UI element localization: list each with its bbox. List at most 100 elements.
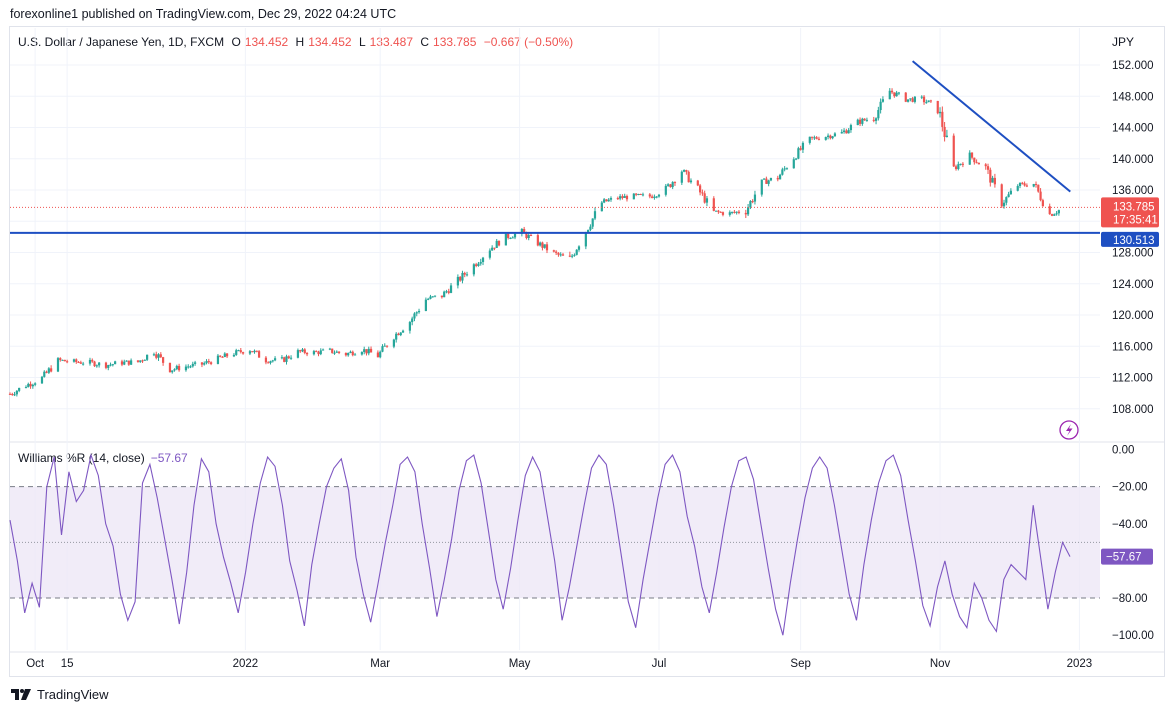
candle-body bbox=[589, 226, 592, 230]
candle-body bbox=[248, 351, 252, 354]
candle-body bbox=[520, 228, 523, 234]
candle-body bbox=[847, 130, 850, 134]
williams-band bbox=[10, 486, 1100, 599]
candle-body bbox=[125, 360, 128, 362]
candle-body bbox=[653, 196, 656, 198]
candle-body bbox=[699, 185, 702, 193]
candle-body bbox=[571, 255, 574, 257]
candle-body bbox=[193, 362, 197, 364]
candle-body bbox=[616, 198, 619, 200]
candle-body bbox=[961, 163, 964, 165]
candle-body bbox=[751, 201, 754, 203]
candle-body bbox=[15, 390, 18, 395]
candle-body bbox=[925, 102, 928, 104]
candle-body bbox=[155, 354, 158, 358]
candle-body bbox=[1007, 194, 1010, 198]
candle-body bbox=[557, 252, 560, 255]
candle-body bbox=[273, 358, 277, 361]
candle-body bbox=[408, 322, 411, 331]
candle-body bbox=[959, 163, 962, 165]
tradingview-footer[interactable]: TradingView bbox=[10, 687, 109, 702]
candle-body bbox=[207, 361, 210, 363]
candle-body bbox=[255, 350, 258, 352]
candle-body bbox=[216, 355, 220, 364]
candle-body bbox=[938, 111, 942, 114]
candle-body bbox=[545, 244, 549, 251]
candle-body bbox=[539, 242, 542, 246]
candle-body bbox=[687, 171, 690, 183]
candle-body bbox=[59, 358, 62, 360]
candle-body bbox=[993, 177, 996, 185]
candle-body bbox=[264, 357, 268, 363]
candle-body bbox=[1048, 206, 1051, 215]
candle-body bbox=[664, 185, 667, 195]
candle-body bbox=[632, 193, 635, 200]
candle-body bbox=[904, 92, 907, 102]
candle-body bbox=[667, 184, 670, 186]
candle-body bbox=[1025, 185, 1028, 187]
candle-body bbox=[379, 351, 382, 358]
candle-body bbox=[18, 387, 21, 391]
candle-body bbox=[241, 352, 245, 354]
candle-body bbox=[685, 170, 688, 172]
candle-body bbox=[680, 171, 683, 183]
time-tick-label: Sep bbox=[790, 658, 810, 670]
candle-body bbox=[511, 237, 514, 239]
candle-body bbox=[781, 169, 784, 175]
candle-body bbox=[1034, 183, 1038, 185]
wr-band-fill bbox=[10, 486, 1100, 599]
candle-body bbox=[24, 387, 28, 389]
candle-body bbox=[415, 312, 418, 314]
candle-body bbox=[746, 207, 750, 215]
candle-body bbox=[1018, 182, 1022, 187]
candle-body bbox=[555, 251, 558, 253]
candle-body bbox=[365, 349, 368, 354]
candle-body bbox=[973, 157, 976, 163]
candle-body bbox=[986, 166, 990, 170]
time-axis: Oct 15 2022 Mar May Jul Sep Nov 2023 bbox=[26, 658, 1092, 670]
candle-body bbox=[890, 90, 894, 93]
time-tick-label: 2022 bbox=[233, 658, 259, 670]
candle-body bbox=[989, 169, 992, 183]
candle-body bbox=[641, 194, 645, 196]
candle-body bbox=[929, 100, 933, 102]
candle-body bbox=[209, 362, 213, 364]
candle-body bbox=[683, 170, 686, 172]
candle-body bbox=[417, 310, 421, 313]
candle-body bbox=[762, 178, 766, 180]
candle-body bbox=[66, 361, 69, 363]
candle-body bbox=[922, 96, 926, 103]
wr-tick-label: −20.00 bbox=[1112, 482, 1148, 494]
candle-body bbox=[801, 142, 805, 150]
chart-frame bbox=[9, 26, 1165, 677]
candle-body bbox=[56, 358, 60, 372]
price-tick-label: 148.000 bbox=[1112, 91, 1154, 103]
candle-body bbox=[792, 159, 795, 169]
candle-body bbox=[717, 210, 720, 212]
candle-body bbox=[858, 119, 862, 124]
candle-body bbox=[587, 229, 590, 233]
candle-body bbox=[443, 291, 446, 298]
candle-body bbox=[413, 313, 416, 319]
candle-body bbox=[152, 354, 156, 356]
alert-button[interactable] bbox=[1059, 420, 1079, 440]
candle-body bbox=[840, 131, 843, 134]
candle-body bbox=[63, 359, 66, 362]
candle-body bbox=[162, 357, 165, 363]
candle-body bbox=[363, 349, 366, 353]
candle-body bbox=[673, 182, 677, 184]
candle-body bbox=[913, 96, 917, 102]
candle-body bbox=[920, 96, 923, 98]
candle-body bbox=[712, 198, 715, 211]
candle-body bbox=[401, 330, 405, 333]
candle-body bbox=[877, 110, 880, 119]
candle-body bbox=[1005, 197, 1008, 203]
candle-body bbox=[760, 179, 763, 195]
candle-body bbox=[299, 350, 302, 352]
candle-body bbox=[383, 345, 386, 347]
price-badge-bg bbox=[1101, 197, 1159, 228]
candle-body bbox=[881, 99, 885, 102]
candle-body bbox=[669, 184, 672, 188]
candle-body bbox=[253, 350, 256, 353]
